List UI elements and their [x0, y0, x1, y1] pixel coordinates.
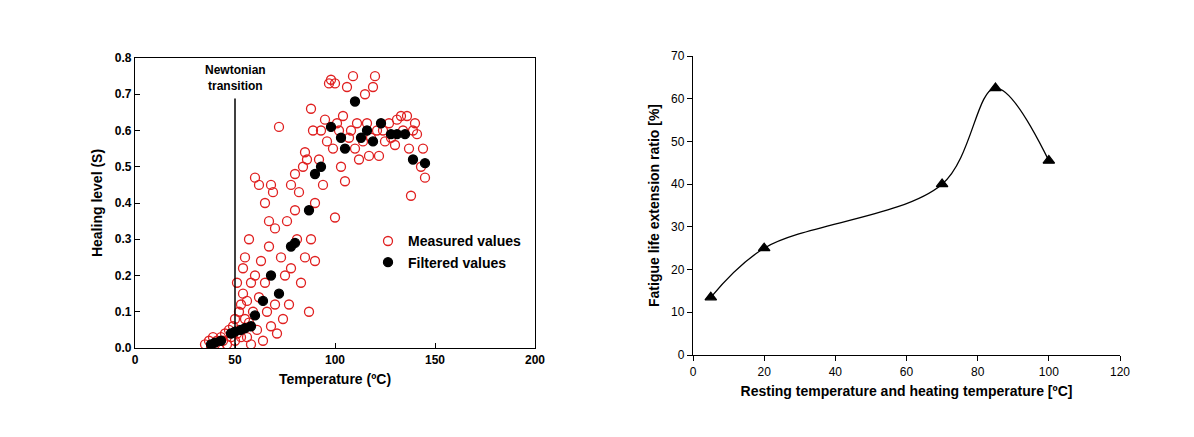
svg-text:0.5: 0.5: [115, 160, 132, 174]
svg-text:150: 150: [425, 353, 445, 367]
svg-text:Healing level (S): Healing level (S): [89, 149, 105, 257]
svg-text:0.8: 0.8: [115, 51, 132, 65]
svg-text:0.7: 0.7: [115, 87, 132, 101]
svg-text:100: 100: [1039, 365, 1059, 379]
svg-text:40: 40: [671, 177, 685, 191]
svg-text:0.2: 0.2: [115, 269, 132, 283]
svg-text:0: 0: [132, 353, 139, 367]
svg-text:50: 50: [228, 353, 242, 367]
svg-text:60: 60: [900, 365, 914, 379]
svg-text:Filtered values: Filtered values: [408, 255, 506, 271]
svg-text:0.6: 0.6: [115, 124, 132, 138]
svg-text:80: 80: [971, 365, 985, 379]
svg-text:50: 50: [671, 135, 685, 149]
svg-text:Fatigue life extension ratio [: Fatigue life extension ratio [%]: [646, 104, 662, 307]
svg-text:Newtoniantransition: Newtoniantransition: [205, 63, 266, 93]
svg-text:Temperature (ºC): Temperature (ºC): [279, 371, 391, 387]
svg-text:20: 20: [757, 365, 771, 379]
svg-text:10: 10: [671, 305, 685, 319]
svg-text:0.1: 0.1: [115, 305, 132, 319]
svg-text:70: 70: [671, 49, 685, 63]
svg-text:0.0: 0.0: [115, 341, 132, 355]
svg-text:100: 100: [325, 353, 345, 367]
svg-text:Resting temperature and heatin: Resting temperature and heating temperat…: [741, 383, 1073, 399]
svg-text:40: 40: [829, 365, 843, 379]
svg-text:0.4: 0.4: [115, 196, 132, 210]
svg-text:30: 30: [671, 220, 685, 234]
svg-text:Measured values: Measured values: [408, 233, 521, 249]
svg-text:0.3: 0.3: [115, 232, 132, 246]
svg-text:200: 200: [525, 353, 545, 367]
svg-text:0: 0: [690, 365, 697, 379]
svg-text:20: 20: [671, 263, 685, 277]
svg-text:0: 0: [678, 348, 685, 362]
svg-text:120: 120: [1110, 365, 1130, 379]
svg-text:60: 60: [671, 92, 685, 106]
